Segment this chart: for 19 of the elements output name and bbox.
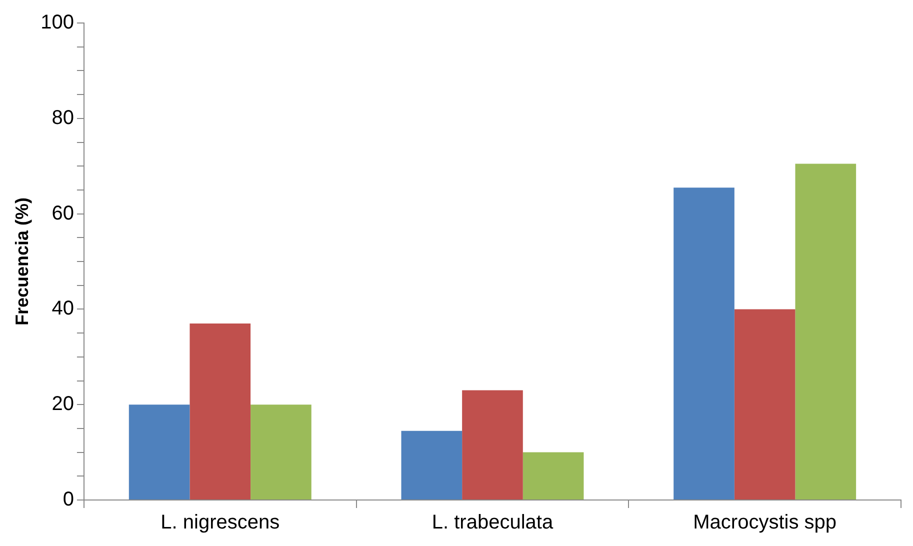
y-tick-label: 0 bbox=[62, 488, 74, 511]
y-axis-title: Frecuencia (%) bbox=[12, 197, 32, 326]
y-tick-label: 20 bbox=[52, 393, 74, 416]
bar bbox=[462, 390, 523, 500]
bar bbox=[250, 404, 312, 500]
x-tick-label: Macrocystis spp bbox=[693, 512, 837, 534]
bar bbox=[734, 309, 796, 500]
bar bbox=[674, 188, 734, 500]
y-tick-label: 60 bbox=[52, 202, 74, 224]
x-tick-label: L. nigrescens bbox=[160, 512, 280, 534]
bar bbox=[795, 164, 856, 500]
bar bbox=[401, 430, 462, 500]
bar bbox=[190, 324, 251, 500]
bar bbox=[522, 452, 584, 500]
y-tick-label: 40 bbox=[52, 298, 74, 320]
bar bbox=[128, 404, 190, 500]
y-tick-label: 100 bbox=[40, 12, 74, 34]
x-tick-label: L. trabeculata bbox=[432, 512, 554, 534]
y-tick-label: 80 bbox=[52, 106, 74, 129]
